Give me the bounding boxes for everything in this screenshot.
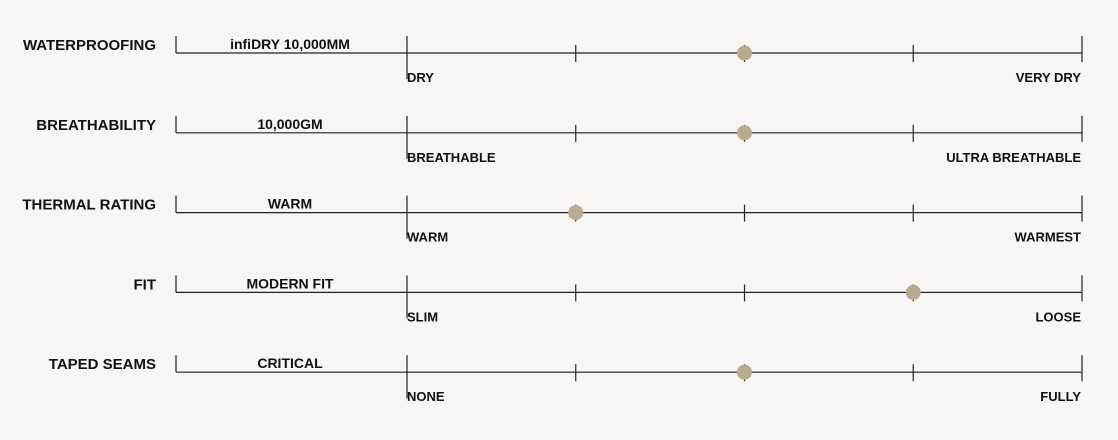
row-value: CRITICAL bbox=[257, 355, 323, 371]
low-label: WARM bbox=[407, 230, 448, 245]
row-label: FIT bbox=[134, 276, 157, 293]
high-label: ULTRA BREATHABLE bbox=[946, 150, 1081, 165]
high-label: WARMEST bbox=[1015, 230, 1082, 245]
row-value: WARM bbox=[268, 196, 312, 212]
high-label: LOOSE bbox=[1035, 309, 1081, 324]
rating-dot bbox=[737, 45, 752, 61]
low-label: NONE bbox=[407, 389, 445, 404]
row-label: THERMAL RATING bbox=[22, 197, 156, 214]
low-label: BREATHABLE bbox=[407, 150, 496, 165]
rating-dot bbox=[905, 284, 921, 300]
row-value: 10,000GM bbox=[257, 116, 322, 132]
high-label: VERY DRY bbox=[1016, 70, 1082, 85]
rating-dot bbox=[568, 205, 584, 221]
rating-dot bbox=[737, 364, 752, 380]
high-label: FULLY bbox=[1040, 389, 1081, 404]
low-label: DRY bbox=[407, 70, 434, 85]
row-value: MODERN FIT bbox=[246, 275, 334, 291]
row-label: WATERPROOFING bbox=[23, 37, 156, 54]
low-label: SLIM bbox=[407, 309, 438, 324]
rating-dot bbox=[737, 125, 752, 141]
row-value: infiDRY 10,000MM bbox=[230, 36, 350, 52]
row-label: TAPED SEAMS bbox=[49, 356, 156, 373]
row-label: BREATHABILITY bbox=[36, 117, 156, 134]
